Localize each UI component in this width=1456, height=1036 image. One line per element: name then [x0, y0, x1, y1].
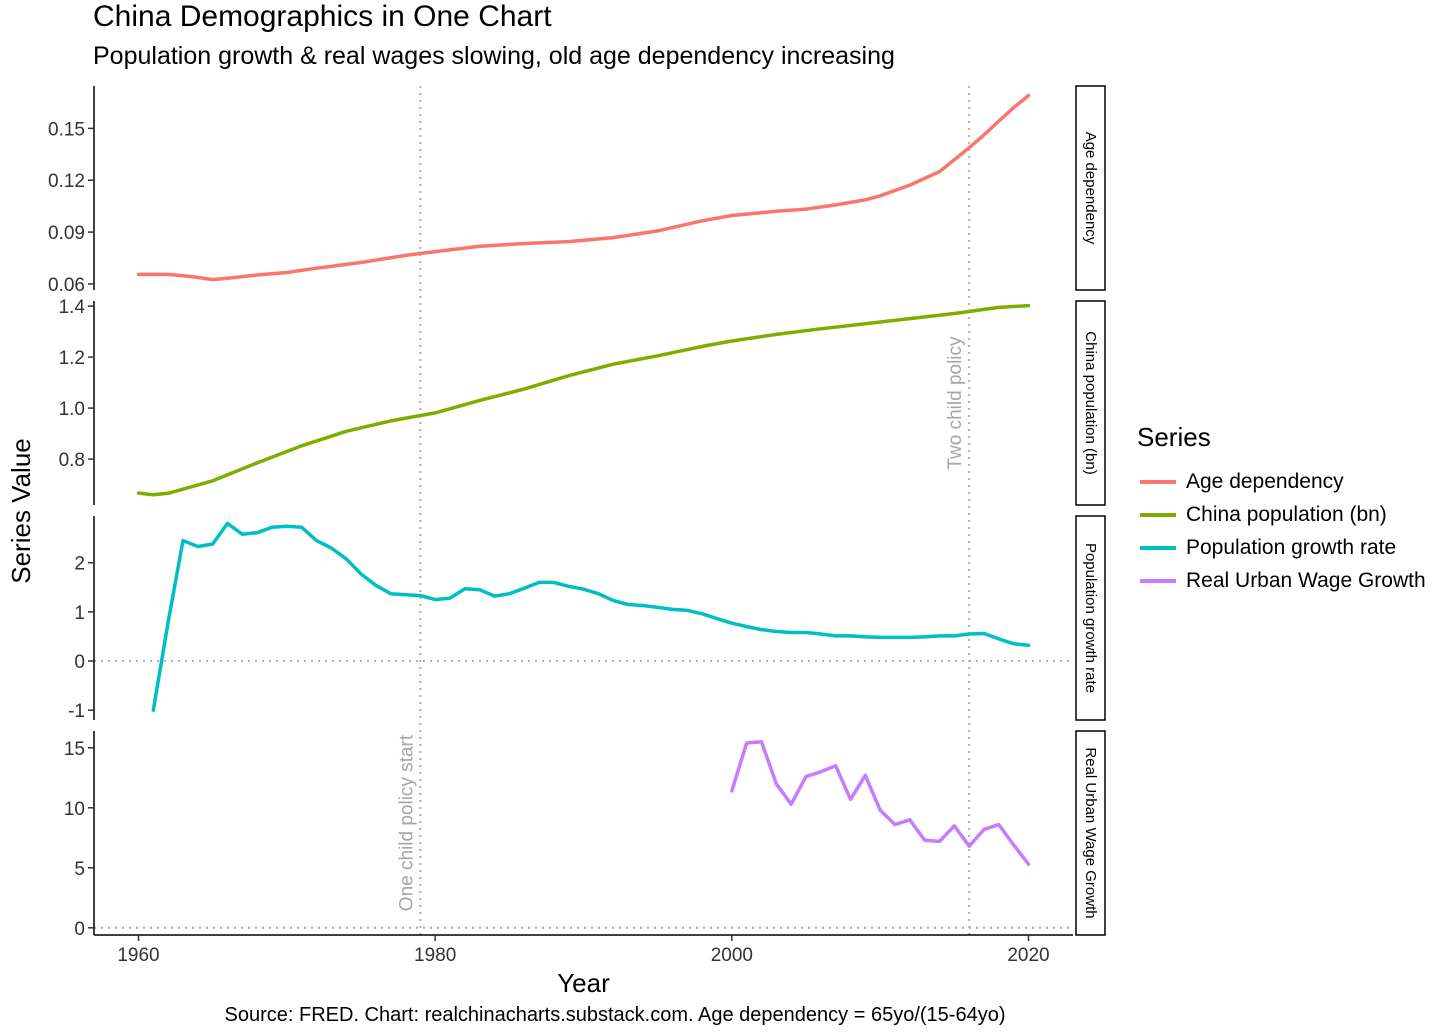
legend-label: Population growth rate [1186, 535, 1397, 559]
y-tick-label: 0.09 [48, 223, 85, 244]
legend: Series Age dependency China population (… [1137, 422, 1426, 597]
facet-strip [1075, 300, 1106, 506]
y-tick-label: 1.2 [59, 348, 85, 369]
legend-item-population-growth-rate: Population growth rate [1137, 531, 1426, 564]
facet-strip [1075, 515, 1106, 721]
facet-strip-label: Age dependency [1082, 132, 1099, 245]
y-tick-label: 15 [64, 739, 85, 760]
y-tick-label: 2 [74, 554, 85, 575]
x-tick-label: 2020 [1007, 945, 1049, 966]
y-tick-label: 0.15 [48, 119, 85, 140]
facet-strip [1075, 730, 1106, 936]
y-tick-label: 1 [74, 603, 85, 624]
chart-caption: Source: FRED. Chart: realchinacharts.sub… [224, 1004, 1006, 1026]
y-tick-label: -1 [68, 701, 85, 722]
legend-label: Real Urban Wage Growth [1186, 568, 1426, 592]
series-line [151, 521, 1031, 712]
chart-subtitle: Population growth & real wages slowing, … [93, 42, 895, 70]
y-tick-label: 0 [74, 919, 85, 940]
x-tick-label: 1960 [117, 945, 159, 966]
legend-key [1140, 545, 1176, 550]
y-tick-label: 0.12 [48, 171, 85, 192]
series-line [730, 740, 1031, 866]
annotation-label: One child policy start [396, 734, 417, 911]
legend-label: Age dependency [1186, 469, 1344, 493]
facet-strip-label: China population (bn) [1082, 331, 1099, 474]
y-tick-label: 5 [74, 859, 85, 880]
x-tick-label: 2000 [711, 945, 753, 966]
legend-key [1140, 479, 1176, 484]
facet-strip-label: Population growth rate [1082, 543, 1099, 693]
x-tick-label: 1980 [414, 945, 456, 966]
legend-item-real-urban-wage-growth: Real Urban Wage Growth [1137, 564, 1426, 597]
legend-item-age-dependency: Age dependency [1137, 465, 1426, 498]
x-axis-title: Year [557, 968, 610, 998]
y-axis-title: Series Value [6, 438, 36, 584]
series-line [136, 303, 1031, 497]
facet-strip-label: Real Urban Wage Growth [1082, 747, 1099, 918]
legend-label: China population (bn) [1186, 502, 1387, 526]
y-tick-label: 0.06 [48, 275, 85, 296]
chart-title: China Demographics in One Chart [93, 0, 552, 33]
legend-key [1140, 578, 1176, 583]
series-line [136, 93, 1031, 282]
legend-title: Series [1137, 422, 1211, 452]
annotation-label: Two child policy [945, 336, 966, 470]
y-tick-label: 1.4 [59, 297, 86, 318]
legend-item-china-population: China population (bn) [1137, 498, 1426, 531]
y-tick-label: 0.8 [59, 450, 85, 471]
y-tick-label: 0 [74, 652, 85, 673]
y-tick-label: 1.0 [59, 399, 85, 420]
legend-key [1140, 512, 1176, 517]
facet-strip [1075, 85, 1106, 291]
y-tick-label: 10 [64, 799, 85, 820]
